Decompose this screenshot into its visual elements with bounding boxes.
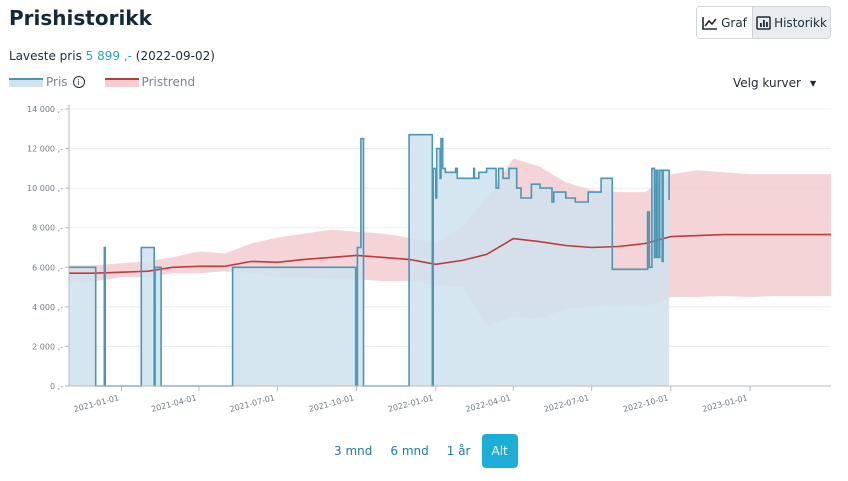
lowest-price: Laveste pris 5 899 ,- (2022-09-02) — [9, 49, 215, 63]
y-tick-label: 0 ,- — [50, 382, 63, 391]
legend-pris[interactable]: Pris i — [9, 75, 93, 89]
x-tick-label: 2021-10-01 — [308, 393, 355, 414]
range-1ar-button[interactable]: 1 år — [446, 444, 471, 458]
price-area-layer — [69, 134, 670, 386]
x-tick-label: 2021-01-01 — [73, 393, 120, 414]
y-tick-label: 10 000 ,- — [27, 184, 63, 193]
y-tick-label: 4 000 ,- — [32, 303, 63, 312]
x-tick-label: 2022-07-01 — [543, 393, 590, 414]
y-tick-label: 14 000 ,- — [27, 105, 63, 114]
view-toggle: Graf Historikk — [696, 6, 831, 39]
range-6mnd-button[interactable]: 6 mnd — [390, 444, 429, 458]
curve-select-dropdown[interactable]: Velg kurver ▼ — [733, 76, 816, 90]
x-tick-label: 2023-01-01 — [701, 393, 748, 414]
range-selector: 3 mnd 6 mnd 1 år Alt — [327, 434, 522, 468]
chart-legend: Pris i Pristrend — [9, 75, 207, 89]
y-tick-label: 2 000 ,- — [32, 342, 63, 351]
caret-down-icon: ▼ — [809, 78, 817, 88]
historikk-label: Historikk — [774, 15, 827, 30]
lowest-price-value: 5 899 ,- — [85, 49, 132, 63]
legend-pris-label: Pris — [46, 75, 68, 89]
lowest-price-date: (2022-09-02) — [135, 49, 215, 63]
legend-pristrend-label: Pristrend — [141, 75, 196, 89]
x-tick-label: 2022-01-01 — [387, 393, 434, 414]
range-3mnd-button[interactable]: 3 mnd — [334, 444, 373, 458]
page-title: Prishistorikk — [9, 6, 152, 30]
legend-pristrend-swatch — [104, 77, 139, 87]
legend-pris-swatch — [9, 77, 43, 87]
lowest-price-label: Laveste pris — [9, 49, 82, 63]
y-tick-label: 8 000 ,- — [32, 224, 63, 233]
graf-label: Graf — [721, 15, 747, 30]
range-alt-button[interactable]: Alt — [481, 434, 518, 468]
series-line-pristrend — [69, 233, 831, 274]
x-tick-label: 2022-04-01 — [465, 393, 512, 414]
info-icon[interactable]: i — [72, 76, 85, 88]
price-area — [69, 134, 670, 386]
y-tick-label: 6 000 ,- — [32, 263, 63, 272]
bar-chart-icon — [756, 15, 771, 30]
trend-line-layer — [69, 233, 831, 274]
price-line-layer — [69, 133, 670, 387]
x-tick-label: 2021-07-01 — [229, 393, 276, 414]
legend-pristrend[interactable]: Pristrend — [104, 75, 196, 89]
series-line-pris — [69, 133, 670, 387]
x-tick-label: 2021-04-01 — [150, 393, 197, 414]
curve-select-label: Velg kurver — [733, 76, 801, 90]
line-chart-icon — [702, 16, 718, 30]
graf-button[interactable]: Graf — [697, 7, 753, 38]
price-chart: 0 ,- 2 000 ,- 4 000 ,- 6 000 ,- 8 000 ,- 10 0… — [27, 105, 831, 414]
x-tick-label: 2022-10-01 — [622, 393, 669, 414]
historikk-button[interactable]: Historikk — [753, 7, 830, 38]
y-tick-label: 12 000 ,- — [27, 145, 63, 154]
